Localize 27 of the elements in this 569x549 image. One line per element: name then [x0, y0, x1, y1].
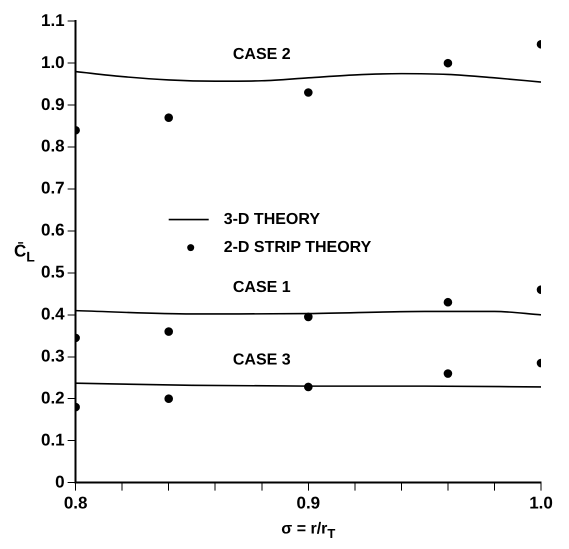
annotation: CASE 3	[232, 352, 291, 369]
y-tick-label: 0.9	[40, 94, 65, 114]
y-tick-label: 0.7	[40, 178, 65, 198]
legend-label: 2-D STRIP THEORY	[224, 239, 372, 256]
point	[304, 88, 313, 97]
y-tick-label: 0.1	[40, 430, 65, 450]
y-tick-label: 0.2	[40, 388, 65, 408]
point	[164, 394, 174, 404]
point	[444, 369, 452, 378]
point	[164, 327, 174, 336]
point	[444, 58, 452, 68]
x-tick-label: 1.0	[529, 493, 553, 512]
y-tick-label: 0	[55, 472, 65, 492]
y-tick-label: 0.8	[40, 136, 65, 156]
point	[444, 298, 452, 307]
y-tick-label: 0.4	[40, 304, 66, 324]
x-tick-label: 0.9	[296, 493, 320, 512]
y-tick-label: 0.3	[40, 346, 65, 366]
point	[164, 113, 174, 122]
y-tick-label: 0.5	[40, 262, 65, 282]
annotation: CASE 1	[232, 278, 291, 296]
annotation: CASE 2	[232, 46, 291, 64]
x-tick-label: 0.8	[64, 493, 88, 512]
y-tick-label: 0.6	[40, 220, 65, 240]
y-tick-label: 1.0	[40, 52, 65, 72]
y-tick-label: 1.1	[40, 10, 65, 30]
legend-label: 3-D THEORY	[224, 211, 320, 228]
